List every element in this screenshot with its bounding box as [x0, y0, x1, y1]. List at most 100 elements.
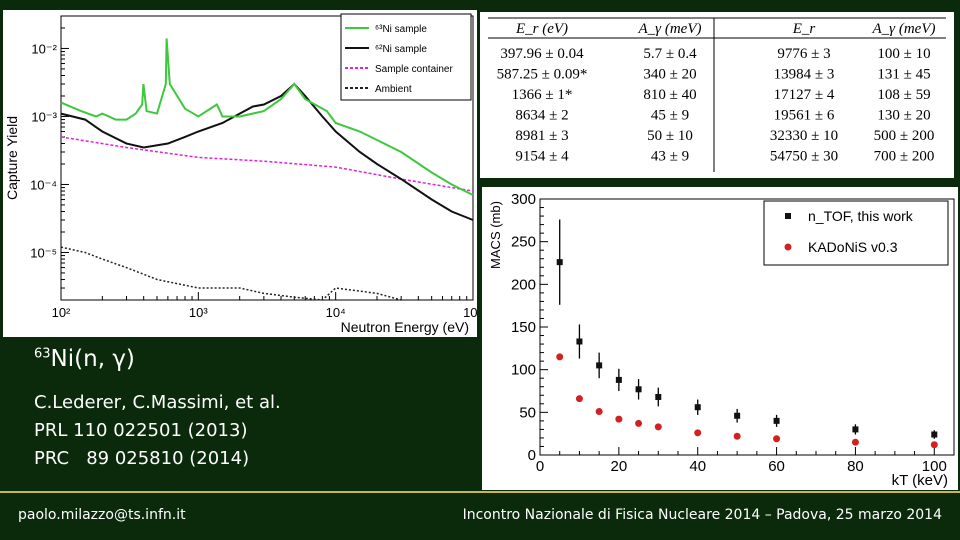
table-cell: 54750 ± 30: [770, 149, 838, 165]
reaction-title: 63Ni(n, γ): [34, 346, 135, 372]
table-cell: 108 ± 59: [877, 87, 930, 103]
table-cell: 131 ± 45: [877, 67, 930, 83]
table-cell: 8634 ± 2: [515, 108, 568, 124]
authors-line: C.Lederer, C.Massimi, et al.: [34, 392, 281, 413]
table-cell: 9154 ± 4: [515, 149, 569, 165]
reference-prc: PRC 89 025810 (2014): [34, 448, 250, 469]
ntof-point: [576, 338, 583, 345]
series-line-1: [60, 82, 474, 221]
y-tick-label: 250: [511, 234, 536, 251]
legend-box: [763, 200, 949, 266]
ntof-point: [694, 404, 701, 411]
table-cell: 500 ± 200: [874, 128, 935, 144]
legend-marker-ntof: [785, 213, 791, 219]
table-cell: 13984 ± 3: [774, 67, 835, 83]
capture-yield-svg: 10² 10³ 10⁴ 10⁵ 10⁻² 10⁻³ 10⁻⁴ 10⁻⁵ Capture Yiel…: [4, 13, 483, 335]
kadonis-point: [595, 407, 603, 415]
x-tick-label: 10³: [189, 305, 208, 320]
kadonis-point: [575, 395, 583, 403]
x-tick-label: 40: [689, 458, 706, 475]
x-axis-label: Neutron Energy (eV): [341, 319, 469, 335]
x-tick-label: 100: [922, 458, 947, 475]
ntof-point: [635, 386, 642, 393]
table-cell: 700 ± 200: [874, 149, 935, 165]
ntof-point: [773, 417, 780, 424]
y-axis-label: MACS (mb): [488, 201, 503, 269]
x-tick-label: 10⁴: [326, 305, 346, 320]
x-tick-label: 60: [768, 458, 785, 475]
macs-svg: 0 20 40 60 80 100 0 50 100 150 200 250 300 MACS (mb) k…: [488, 191, 955, 489]
table-cell: 43 ± 9: [651, 149, 689, 165]
legend-label: ⁶³Ni sample: [375, 24, 427, 35]
table-cell: 45 ± 9: [651, 108, 689, 124]
table-cell: 8981 ± 3: [515, 128, 568, 144]
kadonis-point: [556, 353, 564, 361]
table-header-cell: A_γ (meV): [638, 21, 702, 37]
ntof-point: [596, 362, 603, 369]
x-tick-label: 0: [536, 458, 544, 475]
table-header-cell: A_γ (meV): [872, 21, 936, 37]
resonance-table: E_r (eV) A_γ (meV) E_r A_γ (meV) 397.96 ± 0.…: [488, 17, 946, 172]
kadonis-point: [694, 429, 702, 437]
table-cell: 9776 ± 3: [777, 46, 830, 62]
table-cell: 50 ± 10: [647, 128, 693, 144]
kadonis-point: [733, 432, 741, 440]
kadonis-point: [773, 435, 781, 443]
x-axis-label: kT (keV): [892, 472, 948, 489]
table-cell: 100 ± 10: [877, 46, 930, 62]
x-tick-label: 20: [611, 458, 628, 475]
y-tick-label: 10⁻⁵: [30, 245, 57, 260]
ntof-point: [615, 376, 622, 383]
capture-yield-plot: 10² 10³ 10⁴ 10⁵ 10⁻² 10⁻³ 10⁻⁴ 10⁻⁵ Capture Yiel…: [3, 10, 483, 337]
legend-marker-kadonis: [784, 243, 792, 251]
table-header-cell: E_r (eV): [515, 21, 568, 37]
y-tick-label: 200: [511, 276, 536, 293]
y-tick-label: 100: [511, 362, 536, 379]
y-tick-label: 150: [511, 319, 536, 336]
y-tick-label: 0: [528, 447, 536, 464]
legend-label: Ambient: [375, 84, 412, 95]
kadonis-point: [635, 419, 643, 427]
reaction-label: Ni(n, γ): [50, 346, 135, 372]
footer-event: Incontro Nazionale di Fisica Nucleare 20…: [462, 507, 942, 523]
table-cell: 5.7 ± 0.4: [643, 46, 697, 62]
resonance-table-panel: E_r (eV) A_γ (meV) E_r A_γ (meV) 397.96 ± 0.…: [480, 12, 954, 178]
series-line-3: [60, 246, 402, 301]
y-axis-label: Capture Yield: [4, 116, 20, 200]
table-cell: 587.25 ± 0.09*: [497, 67, 588, 83]
mass-number: 63: [34, 346, 51, 362]
plot-frame: [60, 15, 474, 301]
kadonis-point: [654, 423, 662, 431]
table-cell: 19561 ± 6: [774, 108, 835, 124]
y-tick-label: 10⁻²: [31, 41, 57, 56]
legend-label: Sample container: [375, 64, 453, 75]
macs-plot: 0 20 40 60 80 100 0 50 100 150 200 250 300 MACS (mb) k…: [482, 187, 958, 490]
series-line-2: [60, 136, 474, 192]
ntof-point: [655, 393, 662, 400]
table-header-cell: E_r: [792, 21, 816, 37]
y-tick-label: 10⁻³: [31, 109, 57, 124]
ntof-point: [556, 259, 563, 266]
footer-email: paolo.milazzo@ts.infn.it: [18, 507, 186, 523]
footer-divider: [0, 491, 960, 493]
y-tick-label: 10⁻⁴: [30, 177, 57, 192]
x-tick-label: 10⁵: [463, 305, 477, 320]
y-tick-label: 50: [519, 404, 536, 421]
y-tick-label: 300: [511, 191, 536, 208]
table-cell: 397.96 ± 0.04: [500, 46, 584, 62]
ntof-point: [852, 426, 859, 433]
legend-label: ⁶²Ni sample: [375, 44, 427, 55]
table-cell: 32330 ± 10: [770, 128, 838, 144]
table-cell: 1366 ± 1*: [512, 87, 573, 103]
legend-label: n_TOF, this work: [808, 208, 914, 224]
table-cell: 130 ± 20: [877, 108, 930, 124]
kadonis-point: [615, 415, 623, 423]
x-tick-label: 10²: [52, 305, 71, 320]
kadonis-point: [851, 438, 859, 446]
table-cell: 17127 ± 4: [774, 87, 835, 103]
ntof-point: [734, 412, 741, 419]
reference-prl: PRL 110 022501 (2013): [34, 420, 248, 441]
ntof-point: [931, 431, 938, 438]
legend-label: KADoNiS v0.3: [808, 239, 898, 255]
table-cell: 340 ± 20: [643, 67, 696, 83]
